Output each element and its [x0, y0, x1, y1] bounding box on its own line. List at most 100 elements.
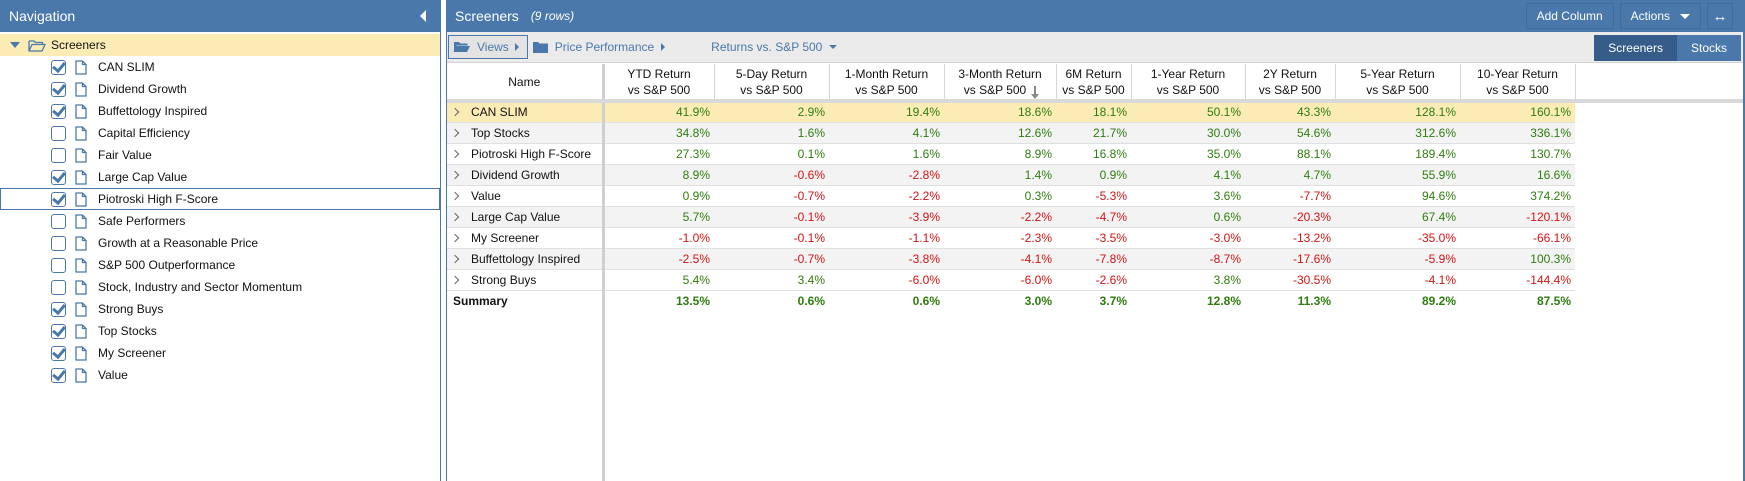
column-header[interactable]: Name: [447, 64, 605, 103]
column-header[interactable]: 3-Month Return vs S&P 500: [944, 64, 1057, 103]
column-header[interactable]: 2Y Return vs S&P 500: [1245, 64, 1336, 103]
chevron-right-icon[interactable]: [450, 128, 460, 137]
actions-button[interactable]: Actions: [1619, 3, 1701, 29]
screener-item-label: Top Stocks: [98, 324, 157, 338]
column-header-line2: vs S&P 500: [1062, 82, 1125, 97]
column-header[interactable]: 10-Year Return vs S&P 500: [1460, 64, 1576, 103]
table-row[interactable]: Value 0.9% -0.7% -2.2% 0.3% -5.3% 3.6% -7.7% 94.…: [447, 185, 1743, 207]
checkbox-checked[interactable]: [51, 81, 66, 97]
chevron-right-icon[interactable]: [450, 212, 460, 221]
return-cell: -0.1%: [714, 227, 829, 249]
screener-item[interactable]: CAN SLIM: [0, 56, 440, 78]
chevron-right-icon[interactable]: [450, 170, 460, 179]
row-spacer: [1575, 164, 1743, 185]
screener-item[interactable]: Growth at a Reasonable Price: [0, 232, 440, 254]
table-row[interactable]: CAN SLIM 41.9% 2.9% 19.4% 18.6% 18.1% 50.1% 43.…: [447, 101, 1743, 123]
row-spacer: [1575, 248, 1743, 269]
column-header[interactable]: 5-Year Return vs S&P 500: [1335, 64, 1461, 103]
table-row[interactable]: Large Cap Value 5.7% -0.1% -3.9% -2.2% -4.7% 0…: [447, 206, 1743, 228]
screener-item[interactable]: Top Stocks: [0, 320, 440, 342]
checkbox-unchecked[interactable]: [51, 147, 66, 163]
checkbox-checked[interactable]: [51, 59, 66, 75]
toggle-stocks[interactable]: Stocks: [1676, 35, 1741, 61]
table-row[interactable]: Dividend Growth 8.9% -0.6% -2.8% 1.4% 0.9% 4.1…: [447, 164, 1743, 186]
screener-item[interactable]: Buffettology Inspired: [0, 100, 440, 122]
tree-root-screeners[interactable]: Screeners: [0, 34, 440, 56]
column-header[interactable]: 1-Year Return vs S&P 500: [1131, 64, 1246, 103]
table-row[interactable]: Top Stocks 34.8% 1.6% 4.1% 12.6% 21.7% 30.0% 54…: [447, 122, 1743, 144]
row-name: Dividend Growth: [471, 167, 560, 182]
chevron-right-icon[interactable]: [450, 233, 460, 242]
main-header: Screeners (9 rows) Add Column Actions ↔: [447, 0, 1743, 32]
screener-item[interactable]: Strong Buys: [0, 298, 440, 320]
return-cell: -2.6%: [1056, 269, 1131, 291]
document-icon: [75, 323, 87, 339]
screener-item-label: Strong Buys: [98, 302, 164, 316]
return-cell: -5.9%: [1335, 248, 1460, 270]
chevron-right-icon[interactable]: [450, 275, 460, 284]
checkbox-unchecked[interactable]: [51, 257, 66, 273]
return-cell: -2.2%: [829, 185, 944, 207]
checkbox-checked[interactable]: [51, 301, 66, 317]
return-cell: 35.0%: [1131, 143, 1245, 165]
screener-item[interactable]: Large Cap Value: [0, 166, 440, 188]
screener-item[interactable]: Capital Efficiency: [0, 122, 440, 144]
screener-item[interactable]: S&P 500 Outperformance: [0, 254, 440, 276]
table-row[interactable]: Strong Buys 5.4% 3.4% -6.0% -6.0% -2.6% 3.8% -3…: [447, 269, 1743, 291]
caret-down-icon[interactable]: [10, 42, 20, 48]
column-header[interactable]: 6M Return vs S&P 500: [1056, 64, 1132, 103]
screener-item-label: Buffettology Inspired: [98, 104, 208, 118]
checkbox-unchecked[interactable]: [51, 125, 66, 141]
return-cell: 27.3%: [603, 143, 714, 165]
return-cell: -13.2%: [1245, 227, 1335, 249]
screener-item[interactable]: My Screener: [0, 342, 440, 364]
screener-item[interactable]: Safe Performers: [0, 210, 440, 232]
views-button[interactable]: Views: [448, 35, 528, 59]
screener-item[interactable]: Value: [0, 364, 440, 386]
return-cell: -3.8%: [829, 248, 944, 270]
add-column-button[interactable]: Add Column: [1525, 3, 1614, 29]
checkbox-unchecked[interactable]: [51, 213, 66, 229]
chevron-right-icon[interactable]: [450, 191, 460, 200]
checkbox-checked[interactable]: [51, 103, 66, 119]
return-cell: 0.3%: [944, 185, 1056, 207]
row-spacer: [1575, 122, 1743, 143]
collapse-left-icon[interactable]: [420, 10, 426, 22]
column-header[interactable]: 1-Month Return vs S&P 500: [829, 64, 945, 103]
table-row[interactable]: Piotroski High F-Score 27.3% 0.1% 1.6% 8.9% 1…: [447, 143, 1743, 165]
checkbox-checked[interactable]: [51, 191, 66, 207]
return-cell: 5.7%: [603, 206, 714, 228]
chevron-right-icon[interactable]: [450, 108, 460, 117]
chevron-right-icon[interactable]: [450, 149, 460, 158]
screener-item[interactable]: Piotroski High F-Score: [0, 188, 440, 210]
return-cell: -8.7%: [1131, 248, 1245, 270]
screener-item[interactable]: Stock, Industry and Sector Momentum: [0, 276, 440, 298]
checkbox-checked[interactable]: [51, 323, 66, 339]
document-icon: [75, 125, 87, 141]
expand-width-button[interactable]: ↔: [1707, 3, 1733, 29]
chevron-right-icon[interactable]: [450, 254, 460, 263]
column-header[interactable]: 5-Day Return vs S&P 500: [714, 64, 830, 103]
table-row[interactable]: My Screener -1.0% -0.1% -1.1% -2.3% -3.5% -3.0…: [447, 227, 1743, 249]
checkbox-checked[interactable]: [51, 169, 66, 185]
row-count: (9 rows): [530, 9, 575, 23]
document-icon: [75, 235, 87, 251]
sort-descending-icon[interactable]: [1031, 85, 1040, 99]
checkbox-unchecked[interactable]: [51, 235, 66, 251]
checkbox-unchecked[interactable]: [51, 279, 66, 295]
table-row[interactable]: Buffettology Inspired -2.5% -0.7% -3.8% -4.1…: [447, 248, 1743, 270]
checkbox-checked[interactable]: [51, 345, 66, 361]
return-cell: 4.1%: [1131, 164, 1245, 186]
column-header[interactable]: YTD Return vs S&P 500: [603, 64, 715, 103]
return-cell: 4.1%: [829, 122, 944, 144]
screener-item[interactable]: Dividend Growth: [0, 78, 440, 100]
breadcrumb-returns-dropdown[interactable]: Returns vs. S&P 500: [704, 40, 838, 54]
row-name-cell: CAN SLIM: [447, 101, 605, 123]
document-icon: [75, 103, 87, 119]
toggle-screeners[interactable]: Screeners: [1594, 35, 1677, 61]
checkbox-checked[interactable]: [51, 367, 66, 383]
return-cell: 189.4%: [1335, 143, 1460, 165]
breadcrumb-price-performance[interactable]: Price Performance: [532, 40, 666, 54]
screener-item[interactable]: Fair Value: [0, 144, 440, 166]
return-cell: 34.8%: [603, 122, 714, 144]
